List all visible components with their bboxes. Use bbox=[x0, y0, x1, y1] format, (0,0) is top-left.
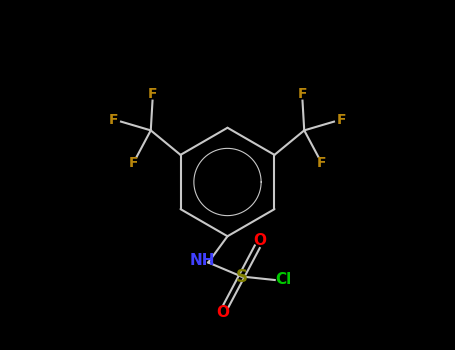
Text: F: F bbox=[148, 88, 157, 102]
Text: O: O bbox=[217, 305, 229, 320]
Text: Cl: Cl bbox=[275, 273, 292, 287]
Text: F: F bbox=[317, 156, 327, 170]
Text: F: F bbox=[298, 88, 307, 102]
Text: F: F bbox=[337, 113, 346, 127]
Text: F: F bbox=[109, 113, 118, 127]
Text: O: O bbox=[253, 233, 267, 248]
Text: NH: NH bbox=[189, 253, 215, 268]
Text: F: F bbox=[128, 156, 138, 170]
Text: S: S bbox=[236, 267, 248, 286]
